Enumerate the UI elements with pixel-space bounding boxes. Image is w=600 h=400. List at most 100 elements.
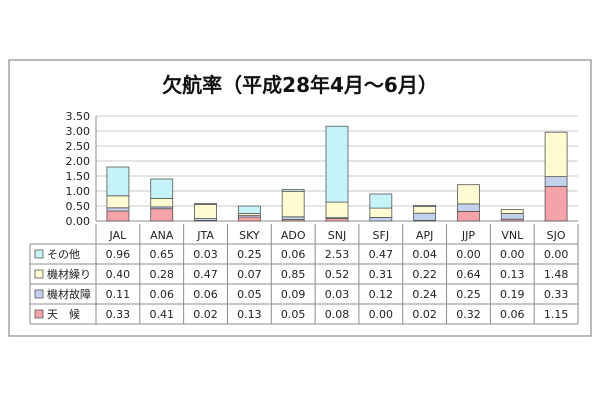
bar-segment <box>544 186 568 222</box>
chart-title: 欠航率（平成28年4月〜6月） <box>162 73 438 97</box>
data-cell: 0.03 <box>325 288 350 301</box>
bar-segment <box>237 216 261 222</box>
bar-segment <box>369 216 393 222</box>
y-tick-label: 0.50 <box>66 200 91 213</box>
data-table: JAL ANA JTA SKY ADO SNJ SFJ APJ JJP VNL SJO その他 0.96… <box>29 224 579 325</box>
bar-segment <box>413 204 437 207</box>
bar-segment <box>369 207 393 218</box>
bar-segment <box>106 207 130 212</box>
bar-segment <box>106 195 130 209</box>
bar-segment <box>500 213 524 220</box>
legend-swatch <box>34 249 44 259</box>
legend-swatch <box>34 309 44 319</box>
bar-segment <box>457 184 480 205</box>
data-cell: 0.85 <box>281 268 306 281</box>
category-label: SNJ <box>328 229 346 242</box>
bar-segment <box>500 209 524 214</box>
data-cell: 0.02 <box>412 308 437 321</box>
data-cell: 0.96 <box>106 248 131 261</box>
data-cell: 0.03 <box>193 248 218 261</box>
y-tick-label: 1.50 <box>66 170 91 183</box>
data-cell: 0.09 <box>281 288 306 301</box>
bar-segment <box>281 190 305 218</box>
data-cell: 0.47 <box>193 268 218 281</box>
data-cell: 0.00 <box>544 248 569 261</box>
category-label: SFJ <box>373 229 390 242</box>
bar-segment <box>106 166 130 197</box>
series-label: 機材繰り <box>47 267 91 281</box>
data-cell: 0.28 <box>149 268 174 281</box>
data-cell: 0.00 <box>500 248 525 261</box>
category-label: ANA <box>150 229 174 242</box>
data-cell: 0.06 <box>281 248 306 261</box>
category-label: APJ <box>416 229 433 242</box>
y-tick-label: 2.00 <box>66 155 91 168</box>
series-label: その他 <box>47 248 80 261</box>
category-label: SKY <box>239 229 260 242</box>
data-cell: 0.11 <box>106 288 131 301</box>
data-cell: 0.00 <box>456 248 481 261</box>
data-cell: 2.53 <box>325 248 350 261</box>
data-cell: 0.47 <box>369 248 394 261</box>
data-cell: 0.08 <box>325 308 350 321</box>
data-cell: 0.19 <box>500 288 525 301</box>
data-cell: 0.24 <box>412 288 437 301</box>
y-tick-label: 3.00 <box>66 125 91 138</box>
bar-segment <box>237 205 261 214</box>
data-cell: 0.40 <box>106 268 131 281</box>
bar-segment <box>106 210 130 222</box>
y-tick-label: 0.00 <box>66 215 91 228</box>
data-cell: 0.52 <box>325 268 350 281</box>
bar-segment <box>150 208 174 222</box>
data-cell: 1.15 <box>544 308 569 321</box>
data-cell: 0.05 <box>281 308 306 321</box>
data-cell: 0.65 <box>149 248 174 261</box>
bar-segment <box>369 193 393 209</box>
data-cell: 0.64 <box>456 268 481 281</box>
bar-segment <box>413 206 437 214</box>
bar-segment <box>281 216 305 220</box>
bar-segment <box>457 210 480 222</box>
bar-segment <box>457 203 480 212</box>
data-cell: 0.31 <box>369 268 394 281</box>
data-cell: 0.05 <box>237 288 262 301</box>
category-label: SJO <box>547 229 566 242</box>
data-cell: 0.12 <box>369 288 394 301</box>
bar-segment <box>325 201 349 219</box>
data-cell: 0.02 <box>193 308 218 321</box>
bar-segment <box>194 204 217 219</box>
series-label: 天 候 <box>47 307 80 321</box>
legend-swatch <box>34 269 44 279</box>
y-tick-label: 2.50 <box>66 140 91 153</box>
bars <box>106 125 568 222</box>
legend-swatch <box>34 289 44 299</box>
category-label: VNL <box>501 229 524 242</box>
category-label: ADO <box>281 229 306 242</box>
category-label: JTA <box>196 229 214 242</box>
y-tick-label: 1.00 <box>66 185 91 198</box>
bar-segment <box>194 203 217 205</box>
bar-segment <box>544 176 568 187</box>
data-cell: 0.04 <box>412 248 437 261</box>
y-axis-ticks: 0.00 0.50 1.00 1.50 2.00 2.50 3.00 3.50 <box>66 110 91 228</box>
series-label: 機材故障 <box>47 287 91 301</box>
data-cell: 0.32 <box>456 308 481 321</box>
data-cell: 1.48 <box>544 268 569 281</box>
data-cell: 0.06 <box>149 288 174 301</box>
bar-segment <box>325 125 349 203</box>
data-cell: 0.00 <box>369 308 394 321</box>
data-cell: 0.22 <box>412 268 437 281</box>
data-cell: 0.13 <box>237 308 262 321</box>
category-label: JJP <box>461 229 475 242</box>
bar-segment <box>150 198 174 208</box>
data-cell: 0.25 <box>237 248 262 261</box>
bar-segment <box>544 131 568 177</box>
bar-segment <box>281 189 305 192</box>
category-label: JAL <box>109 229 128 242</box>
y-tick-label: 3.50 <box>66 110 91 123</box>
data-cell: 0.25 <box>456 288 481 301</box>
data-cell: 0.06 <box>193 288 218 301</box>
data-cell: 0.06 <box>500 308 525 321</box>
data-cell: 0.33 <box>106 308 131 321</box>
